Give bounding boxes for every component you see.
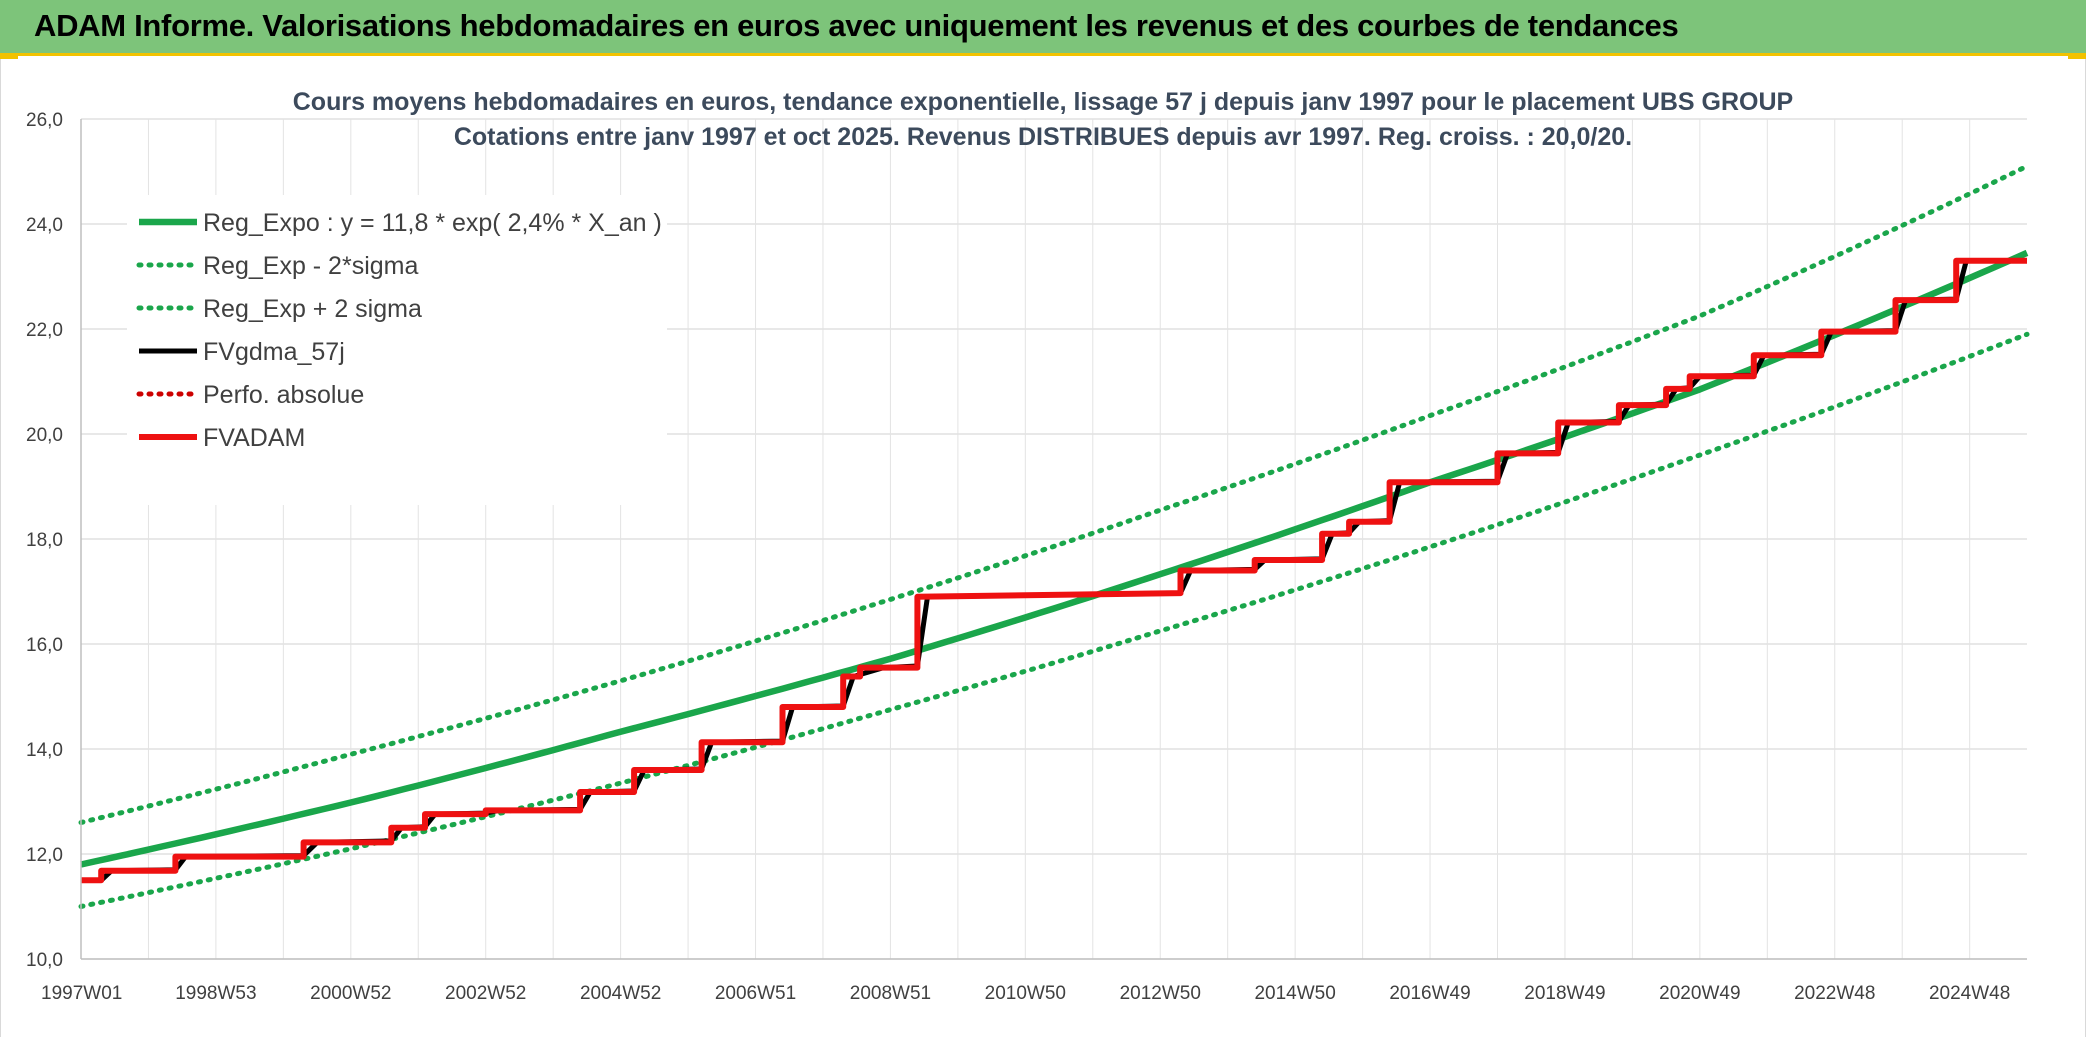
axes: 10,0 12,0 14,0 16,0 18,0 20,0 22,0 24,0 26,0 1997… (26, 110, 2027, 1004)
legend-label: Perfo. absolue (203, 381, 364, 409)
x-tick-label: 1998W53 (175, 983, 256, 1004)
y-tick-label: 10,0 (26, 950, 63, 971)
x-tick-label: 2002W52 (445, 983, 526, 1004)
legend-label: Reg_Exp + 2 sigma (203, 295, 422, 323)
y-tick-label: 22,0 (26, 320, 63, 341)
y-tick-label: 24,0 (26, 215, 63, 236)
x-tick-label: 2024W48 (1929, 983, 2010, 1004)
y-tick-label: 16,0 (26, 635, 63, 656)
legend-label: Reg_Exp - 2*sigma (203, 252, 418, 280)
legend-label: FVgdma_57j (203, 338, 345, 366)
x-tick-label: 2000W52 (310, 983, 391, 1004)
line-chart: 10,0 12,0 14,0 16,0 18,0 20,0 22,0 24,0 26,0 1997… (26, 88, 2030, 1004)
report-title: ADAM Informe. Valorisations hebdomadaire… (34, 8, 1679, 43)
legend-label: FVADAM (203, 424, 305, 452)
y-tick-label: 20,0 (26, 425, 63, 446)
chart-title-line: Cotations entre janv 1997 et oct 2025. R… (454, 123, 1632, 151)
x-tick-label: 2012W50 (1120, 983, 1201, 1004)
y-tick-label: 26,0 (26, 110, 63, 131)
x-tick-label: 2010W50 (985, 983, 1066, 1004)
y-tick-label: 14,0 (26, 740, 63, 761)
report-banner: ADAM Informe. Valorisations hebdomadaire… (0, 0, 2086, 56)
corner-mark-right (2068, 53, 2086, 59)
x-tick-label: 2004W52 (580, 983, 661, 1004)
legend-background (127, 195, 667, 505)
x-tick-label: 2006W51 (715, 983, 796, 1004)
x-tick-label: 2016W49 (1389, 983, 1470, 1004)
chart-title-line: Cours moyens hebdomadaires en euros, ten… (293, 88, 1793, 116)
legend-label: Reg_Expo : y = 11,8 * exp( 2,4% * X_an ) (203, 209, 662, 237)
x-tick-label: 2018W49 (1524, 983, 1605, 1004)
series-line-5 (81, 257, 2027, 884)
x-tick-label: 2014W50 (1254, 983, 1335, 1004)
x-tick-label: 2008W51 (850, 983, 931, 1004)
series-line-2 (78, 163, 2030, 825)
x-tick-label: 2022W48 (1794, 983, 1875, 1004)
x-tick-label: 1997W01 (41, 983, 122, 1004)
x-tick-label: 2020W49 (1659, 983, 1740, 1004)
y-tick-label: 12,0 (26, 845, 63, 866)
legend: Reg_Expo : y = 11,8 * exp( 2,4% * X_an )… (127, 195, 667, 505)
corner-mark-left (0, 53, 18, 59)
y-tick-label: 18,0 (26, 530, 63, 551)
chart-area: 10,0 12,0 14,0 16,0 18,0 20,0 22,0 24,0 26,0 1997… (0, 59, 2086, 1037)
series-layer (78, 163, 2030, 909)
chart-title: Cours moyens hebdomadaires en euros, ten… (293, 88, 1793, 151)
